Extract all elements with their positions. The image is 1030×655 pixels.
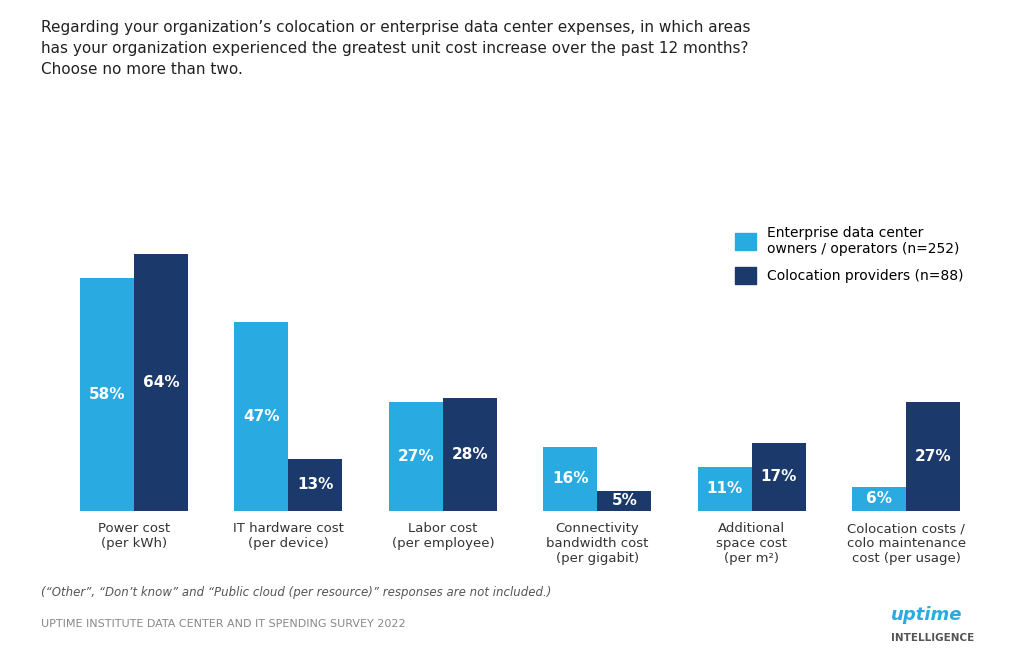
Bar	[389, 402, 443, 511]
Text: 28%: 28%	[451, 447, 488, 462]
Bar	[134, 253, 188, 511]
Text: 17%: 17%	[761, 469, 797, 484]
Bar	[288, 458, 342, 511]
Text: uptime: uptime	[891, 606, 962, 624]
Text: 16%: 16%	[552, 471, 588, 486]
Bar	[235, 322, 288, 511]
Bar	[544, 447, 597, 511]
Text: (“Other”, “Don’t know” and “Public cloud (per resource)” responses are not inclu: (“Other”, “Don’t know” and “Public cloud…	[41, 586, 552, 599]
Bar	[906, 402, 960, 511]
Text: 11%: 11%	[707, 481, 743, 496]
Text: 27%: 27%	[398, 449, 435, 464]
Text: 64%: 64%	[142, 375, 179, 390]
Text: 6%: 6%	[866, 491, 892, 506]
Text: 13%: 13%	[298, 477, 334, 493]
Bar	[443, 398, 496, 511]
Text: Regarding your organization’s colocation or enterprise data center expenses, in : Regarding your organization’s colocation…	[41, 20, 751, 77]
Bar	[698, 467, 752, 511]
Legend: Enterprise data center
owners / operators (n=252), Colocation providers (n=88): Enterprise data center owners / operator…	[735, 225, 963, 284]
Bar	[79, 278, 134, 511]
Text: 27%: 27%	[915, 449, 952, 464]
Bar	[752, 443, 805, 511]
Text: 47%: 47%	[243, 409, 279, 424]
Text: 5%: 5%	[612, 493, 638, 508]
Text: UPTIME INSTITUTE DATA CENTER AND IT SPENDING SURVEY 2022: UPTIME INSTITUTE DATA CENTER AND IT SPEN…	[41, 619, 406, 629]
Bar	[853, 487, 906, 511]
Text: 58%: 58%	[89, 387, 125, 402]
Text: INTELLIGENCE: INTELLIGENCE	[891, 633, 974, 643]
Bar	[597, 491, 652, 511]
